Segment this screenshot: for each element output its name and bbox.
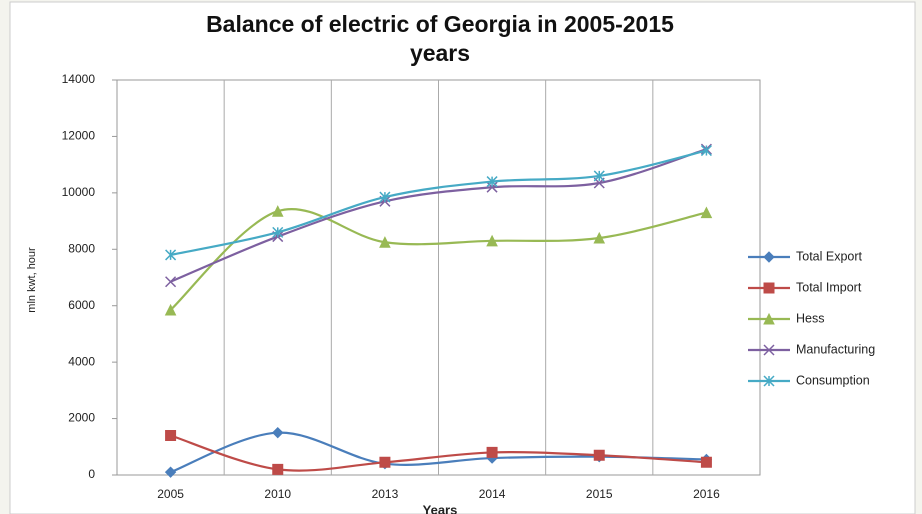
series-line [170, 148, 707, 283]
x-tick-label: 2014 [479, 487, 506, 501]
legend-label: Consumption [796, 373, 870, 387]
y-tick-label: 8000 [68, 241, 95, 255]
series-line [170, 434, 707, 472]
data-point [700, 206, 713, 219]
x-tick-label: 2013 [372, 487, 399, 501]
y-tick-label: 10000 [62, 185, 96, 199]
x-axis-label: Years [423, 502, 458, 514]
series-line [169, 208, 707, 311]
data-point [700, 145, 712, 157]
data-point [593, 231, 606, 244]
legend-marker [763, 344, 775, 356]
data-point [271, 205, 284, 217]
legend-label: Manufacturing [796, 342, 875, 356]
data-point [165, 249, 177, 261]
legend-label: Total Import [796, 280, 862, 294]
x-tick-label: 2010 [264, 487, 291, 501]
x-tick-label: 2016 [693, 487, 720, 501]
data-point [379, 236, 391, 248]
data-point [593, 170, 605, 182]
data-point [272, 463, 284, 475]
x-tick-label: 2015 [586, 487, 613, 501]
data-point [486, 234, 498, 247]
data-point [486, 176, 498, 188]
legend-marker [763, 312, 775, 325]
legend-marker [763, 282, 775, 294]
y-tick-label: 12000 [62, 129, 96, 143]
y-tick-label: 14000 [62, 72, 96, 86]
legend-label: Total Export [796, 249, 863, 263]
data-point [165, 430, 177, 441]
legend-marker [763, 251, 775, 263]
data-point [164, 303, 177, 316]
data-point [700, 456, 712, 468]
data-point [272, 426, 284, 439]
legend-marker [763, 375, 775, 387]
legend-label: Hess [796, 311, 824, 325]
y-tick-label: 6000 [68, 298, 95, 312]
y-tick-label: 2000 [68, 411, 95, 425]
chart-title: Balance of electric of Georgia in 2005-2… [206, 11, 674, 66]
data-point [272, 226, 284, 238]
series-line [170, 149, 707, 257]
data-point [379, 456, 391, 468]
data-point [486, 446, 498, 458]
y-axis-label: mln kwt, hour [26, 247, 38, 313]
data-point [164, 466, 177, 478]
x-tick-label: 2005 [157, 487, 184, 501]
data-point [593, 449, 605, 461]
y-tick-label: 0 [88, 467, 95, 481]
data-point [165, 276, 177, 288]
data-point [379, 191, 391, 203]
y-tick-label: 4000 [68, 354, 95, 368]
